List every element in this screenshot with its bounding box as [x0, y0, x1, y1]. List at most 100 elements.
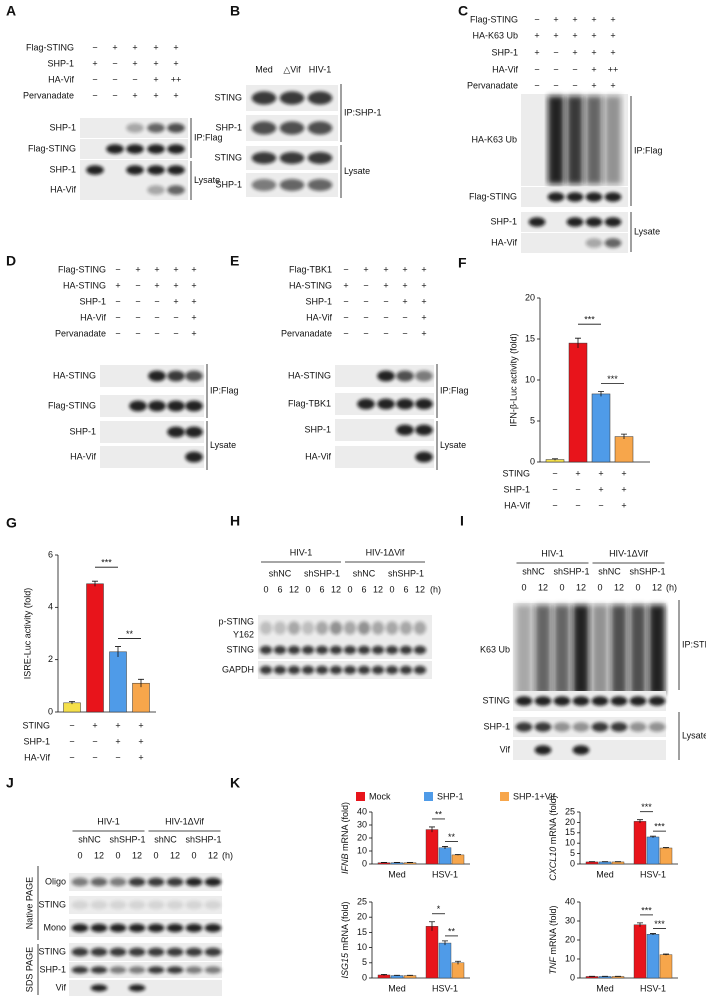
significance-label: *** [607, 374, 618, 384]
condition-sign: − [363, 328, 368, 338]
condition-sign: + [572, 47, 577, 57]
blot-strip [69, 943, 222, 961]
condition-label: Flag-STING [26, 42, 74, 52]
panel-label: F [458, 255, 467, 271]
condition-sign: + [173, 90, 178, 100]
blot-band [534, 722, 552, 732]
time-label: 12 [576, 582, 586, 592]
band-label: Flag-TBK1 [288, 398, 331, 408]
gene-name: IFNB [340, 854, 350, 875]
blot-band [90, 984, 108, 992]
blot-band [273, 665, 287, 675]
blot-band [166, 900, 184, 910]
blot-band [585, 192, 603, 202]
blot-smear [535, 605, 551, 695]
time-label: 0 [559, 582, 564, 592]
blot-band [343, 645, 357, 655]
condition-sign: − [343, 296, 348, 306]
condition-sign: + [153, 90, 158, 100]
blot-smear [649, 605, 665, 695]
time-label: 6 [319, 584, 324, 594]
time-label: 0 [347, 584, 352, 594]
blot-band [371, 621, 385, 635]
condition-sign: + [383, 280, 388, 290]
band-label: SHP-1 [304, 424, 331, 434]
blot-band [185, 966, 203, 974]
condition-sign: − [173, 328, 178, 338]
y-tick-label: 2 [48, 654, 53, 664]
panel-label: C [458, 3, 468, 19]
time-label: 12 [289, 584, 299, 594]
error-bar [637, 922, 643, 927]
legend-swatch [356, 792, 365, 801]
condition-sign: + [621, 468, 626, 478]
blot-band [128, 947, 146, 957]
y-tick-label: 30 [357, 819, 367, 829]
condition-sign: − [383, 312, 388, 322]
condition-sign: − [598, 500, 603, 510]
blot-band [307, 152, 333, 164]
condition-sign: + [421, 312, 426, 322]
y-tick-label: 25 [565, 806, 575, 816]
error-bar [381, 862, 387, 863]
condition-sign: + [591, 47, 596, 57]
blot-band [90, 900, 108, 910]
y-axis-unit: mRNA (fold) [548, 905, 558, 954]
bar [438, 942, 452, 979]
blot-band [287, 621, 301, 635]
blot-band [648, 696, 666, 706]
blot-band [399, 645, 413, 655]
group-header: HIV-1 [290, 547, 313, 557]
group-label: Lysate [344, 166, 370, 176]
blot-band [357, 621, 371, 635]
error-bar [621, 433, 627, 440]
band-label: HA-Vif [491, 237, 517, 247]
band-label: SHP-1 [215, 179, 242, 189]
error-bar [442, 846, 448, 850]
condition-label: Flag-TBK1 [289, 264, 332, 274]
blot-band [147, 165, 165, 175]
y-tick-label: 15 [525, 333, 535, 343]
blot-band [167, 400, 185, 412]
blot-band [572, 696, 590, 706]
category-label: HSV-1 [432, 869, 458, 879]
y-tick-label: 40 [565, 896, 575, 906]
condition-sign: − [553, 80, 558, 90]
blot-band [371, 665, 385, 675]
condition-sign: − [112, 74, 117, 84]
condition-sign: + [153, 42, 158, 52]
blot-strip [69, 980, 222, 996]
blot-band [148, 370, 166, 382]
blot-band [167, 165, 185, 175]
group-label: Lysate [682, 730, 706, 740]
time-label: 12 [331, 584, 341, 594]
blot-band [547, 192, 565, 202]
condition-sign: − [383, 296, 388, 306]
condition-sign: − [363, 296, 368, 306]
band-label: HA-STING [288, 370, 331, 380]
group-header: HIV-1ΔVif [366, 547, 405, 557]
group-label: IP:Flag [194, 132, 223, 142]
condition-label: HA-Vif [80, 312, 106, 322]
blot-band [166, 966, 184, 974]
blot-band [147, 923, 165, 933]
condition-sign: + [421, 280, 426, 290]
blot-band [415, 398, 433, 410]
blot-strip [69, 919, 222, 937]
bar [451, 854, 465, 865]
error-bar [650, 835, 656, 838]
blot-band [71, 877, 89, 887]
y-tick-label: 20 [357, 912, 367, 922]
time-label: 0 [597, 582, 602, 592]
blot-band [129, 400, 147, 412]
bar [425, 829, 439, 865]
condition-label: HA-Vif [492, 64, 518, 74]
band-label: SHP-1 [69, 426, 96, 436]
condition-sign: − [135, 296, 140, 306]
time-unit: (h) [666, 582, 677, 592]
error-bar [429, 921, 435, 931]
condition-sign: + [153, 74, 158, 84]
blot-smear [592, 605, 608, 695]
blot-band [185, 426, 203, 438]
condition-sign: + [575, 468, 580, 478]
